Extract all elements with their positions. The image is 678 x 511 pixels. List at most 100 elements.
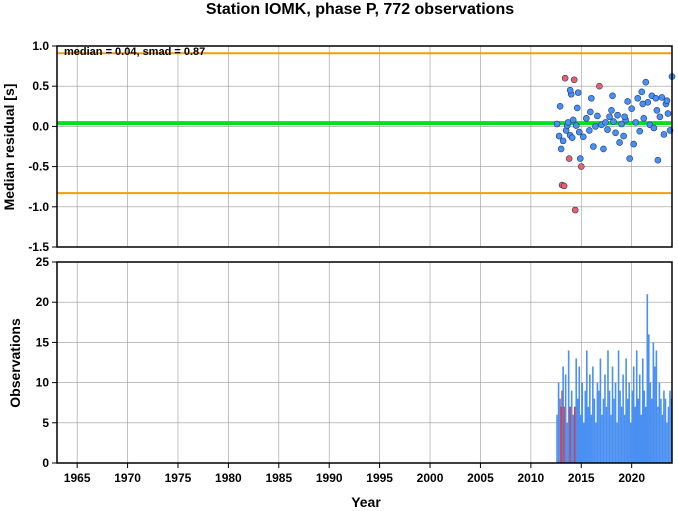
observation-bar [614, 382, 617, 463]
observation-bar [666, 422, 668, 463]
residual-point [568, 134, 576, 141]
residual-point [642, 78, 650, 86]
residual-point [555, 132, 563, 140]
residual-point [628, 105, 635, 113]
residual-point [588, 94, 595, 102]
residual-point [583, 115, 590, 122]
residual-point [559, 137, 567, 145]
residual-point [553, 120, 561, 128]
residual-point [575, 128, 583, 136]
residual-point [609, 92, 616, 100]
residual-point [586, 127, 593, 134]
outlier-bar [573, 406, 576, 463]
observation-bar [658, 382, 661, 463]
residual-point [650, 124, 658, 132]
residual-point [569, 116, 577, 124]
observation-bar [629, 422, 632, 463]
residual-point [621, 113, 628, 121]
observation-bar [648, 334, 650, 463]
residual-point [639, 100, 647, 108]
y-tick-label: 10 [36, 376, 50, 390]
observation-bar [562, 366, 564, 463]
residual-point [630, 140, 637, 148]
residual-point [616, 139, 623, 146]
outlier-bar [569, 406, 571, 463]
observation-bar [567, 350, 570, 463]
observations-bars [556, 294, 673, 463]
y-tick-label: -1.0 [28, 200, 49, 214]
observation-bar [595, 422, 597, 463]
observation-bar [637, 398, 640, 463]
residual-point [566, 86, 574, 94]
observation-bar [634, 406, 637, 463]
chart-title: Station IOMK, phase P, 772 observations [206, 1, 514, 18]
observation-bar [586, 350, 588, 463]
observation-bar [649, 382, 652, 463]
observations-y-axis-label: Observations [7, 318, 23, 408]
x-tick-label: 1970 [114, 471, 141, 485]
observation-bar [570, 390, 573, 463]
x-tick-label: 1990 [316, 471, 343, 485]
residual-plot-frame [56, 45, 673, 248]
residual-point [572, 122, 580, 129]
year-x-ticks: 1965 1970 1975 1980 1985 1990 1995 2000 2005 2010… [64, 463, 645, 485]
observation-bar [657, 406, 659, 463]
residual-point [606, 113, 613, 121]
residual-point [654, 156, 662, 164]
residual-point [576, 155, 584, 162]
observation-bar [598, 390, 600, 463]
outlier-bar [560, 406, 562, 463]
observation-bar [628, 382, 630, 463]
observation-bar [557, 382, 560, 463]
observation-bar [613, 398, 615, 463]
observation-bar [572, 414, 574, 463]
outlier-bar [561, 390, 563, 463]
observation-bar [652, 342, 655, 463]
outlier-point [561, 74, 569, 82]
residual-point [658, 94, 666, 101]
y-tick-label: -0.5 [28, 160, 49, 174]
residual-point [624, 98, 631, 105]
x-tick-label: 1995 [366, 471, 393, 485]
outlier-point [577, 163, 585, 170]
observation-bar [566, 422, 568, 463]
observation-bar [611, 366, 614, 463]
observation-bar [638, 374, 641, 463]
observation-bar [669, 390, 671, 463]
observation-bar [664, 398, 667, 463]
residual-point [634, 94, 642, 102]
residual-point [656, 113, 664, 121]
x-tick-label: 1980 [215, 471, 242, 485]
observation-bar [605, 406, 608, 463]
observation-bar [644, 406, 647, 463]
residual-point [620, 132, 627, 140]
observation-bar [616, 422, 618, 463]
observation-bar [582, 422, 585, 463]
observation-bar [641, 358, 644, 463]
residual-point [604, 126, 611, 133]
observation-bar [654, 366, 656, 463]
observation-bar [661, 414, 664, 463]
observation-bar [596, 382, 599, 463]
residual-point [587, 108, 594, 116]
x-tick-label: 2000 [417, 471, 444, 485]
x-tick-label: 1965 [64, 471, 91, 485]
observation-bar [601, 414, 603, 463]
observation-bar [604, 374, 606, 463]
outlier-bar [563, 406, 565, 463]
y-tick-label: 1.0 [32, 39, 49, 53]
y-tick-label: 20 [36, 295, 50, 309]
observation-bar [635, 350, 638, 463]
observation-bar [620, 406, 623, 463]
residual-point [610, 118, 617, 125]
residual-point [626, 155, 633, 162]
outlier-point [565, 155, 573, 162]
observation-bar [655, 350, 658, 463]
observation-bar [578, 366, 581, 463]
observation-bar [622, 374, 624, 463]
residual-point [653, 107, 661, 114]
observation-bar [608, 390, 611, 463]
observation-bar [643, 390, 646, 463]
x-tick-label: 2015 [568, 471, 595, 485]
residual-point [640, 115, 648, 122]
